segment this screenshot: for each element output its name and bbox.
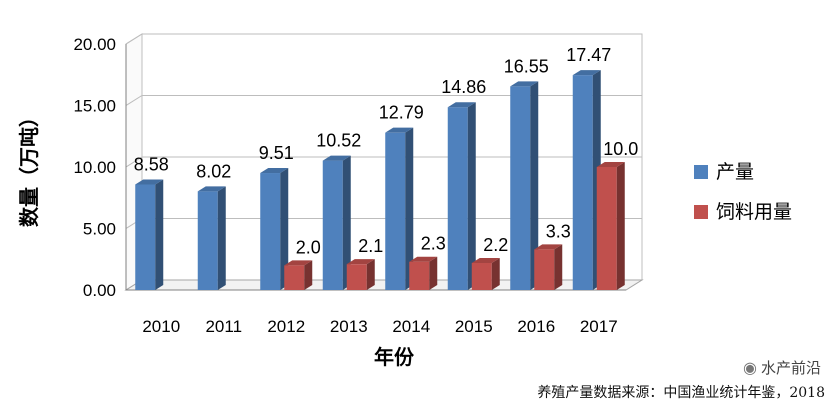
data-label: 16.55 [504,56,549,76]
x-tick-label: 2013 [330,317,368,336]
bar-production-2011 [197,191,218,290]
data-label: 17.47 [566,45,611,65]
legend-swatch [694,165,708,179]
x-tick-label: 2014 [392,317,430,336]
y-tick-label: 20.00 [73,35,116,54]
data-label: 9.51 [259,143,294,163]
data-label: 10.52 [316,131,361,151]
x-tick-label: 2012 [267,317,305,336]
bar-side [554,244,563,290]
bar-top [260,168,289,174]
bar-top [447,102,476,108]
bar-side [429,256,438,290]
x-tick-label: 2017 [580,317,618,336]
x-tick-label: 2011 [205,317,242,336]
bar-production-2014 [385,132,406,290]
legend-swatch [694,205,708,219]
legend-label: 饲料用量 [716,201,792,223]
bar-feed-2014 [409,261,430,290]
bar-side [342,155,351,290]
data-label: 2.1 [358,236,383,256]
bar-side [491,257,500,290]
data-label: 8.58 [134,154,169,174]
y-tick-label: 10.00 [73,158,116,177]
legend-label: 产量 [716,161,754,183]
y-tick-label: 5.00 [83,220,116,239]
bar-side [467,102,476,290]
watermark: ◉ 水产前沿 [743,357,821,378]
bar-side [616,162,625,290]
x-axis-title: 年份 [374,345,415,369]
x-tick-label: 2015 [455,317,493,336]
data-label: 10.0 [603,139,638,159]
bar-top [596,162,625,167]
data-label: 2.3 [421,234,446,254]
y-tick-label: 0.00 [83,281,116,300]
bar-top [135,179,164,185]
bar-production-2010 [135,184,156,290]
bar-top [284,260,313,266]
data-label: 2.2 [483,235,508,255]
wechat-icon: ◉ [743,358,757,377]
bar-top [510,81,539,87]
bar-top [534,244,563,250]
bar-feed-2016 [534,249,555,290]
bar-side [530,81,539,290]
bar-top [197,186,226,192]
bar-feed-2017 [596,167,617,290]
bar-production-2012 [260,173,281,290]
gridline [125,33,642,45]
data-label: 3.3 [546,221,571,241]
bar-feed-2013 [346,264,367,290]
bar-side [155,179,164,290]
watermark-text: 水产前沿 [760,359,821,377]
bar-top [346,259,375,265]
data-label: 2.0 [296,237,321,257]
bar-side [280,168,289,290]
bar-feed-2012 [284,265,305,290]
bar-top [572,70,601,76]
bar-side [366,259,375,290]
data-label: 8.02 [196,161,231,181]
bar-top [471,257,500,263]
bar-production-2016 [510,86,531,290]
bar-production-2015 [447,107,468,290]
bar-top [409,256,438,262]
x-tick-label: 2010 [142,317,180,336]
gridline [125,95,642,106]
bar-side [405,127,414,290]
bar-top [322,155,351,161]
y-axis-title: 数量（万吨） [17,107,41,227]
bar-feed-2015 [471,262,492,290]
y-tick-label: 15.00 [73,97,116,116]
data-label: 12.79 [379,103,424,123]
bar-production-2017 [572,75,593,290]
bar-side [304,260,313,290]
data-label: 14.86 [441,77,486,97]
bar-top [385,127,414,133]
bar-side [217,186,226,290]
x-tick-label: 2016 [517,317,555,336]
bar-production-2013 [322,160,343,290]
source-note: 养殖产量数据来源：中国渔业统计年鉴，2018 [537,385,825,401]
